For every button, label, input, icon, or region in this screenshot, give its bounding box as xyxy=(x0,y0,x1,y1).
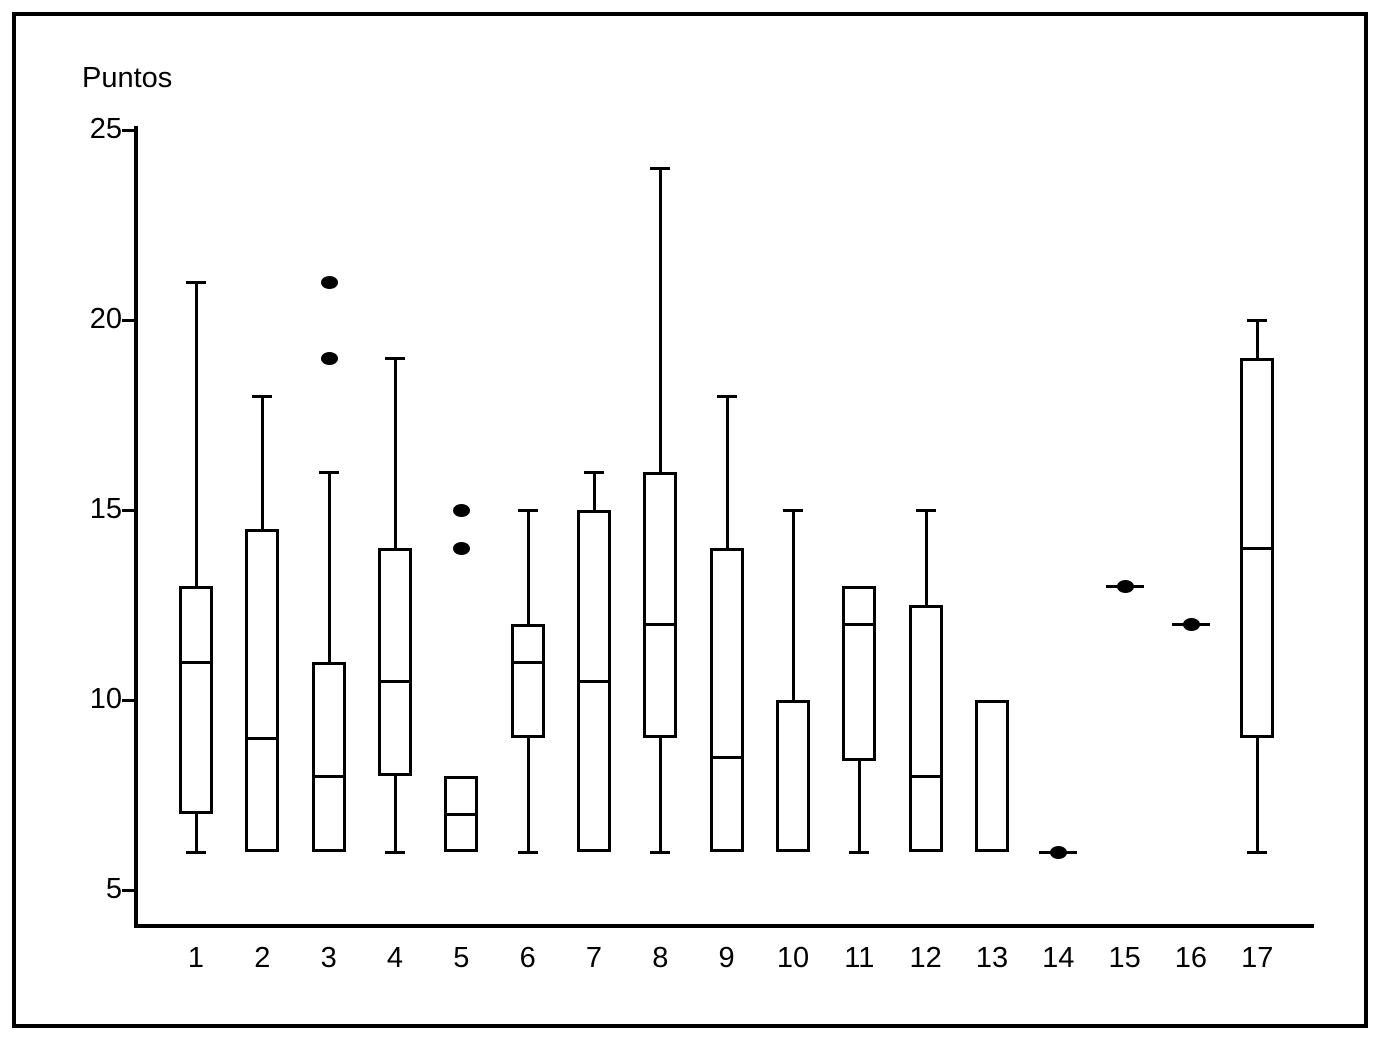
lower-whisker xyxy=(195,814,198,852)
y-axis-tick xyxy=(122,509,134,512)
box-iqr xyxy=(908,605,943,852)
outlier-dot xyxy=(320,276,338,289)
upper-whisker-cap xyxy=(583,471,604,474)
x-tick-label: 12 xyxy=(909,942,942,974)
median-line xyxy=(513,661,542,664)
upper-whisker-cap xyxy=(650,167,671,170)
upper-whisker xyxy=(791,510,795,700)
x-tick-label: 3 xyxy=(320,942,337,974)
upper-whisker-cap xyxy=(318,471,339,474)
lower-whisker xyxy=(393,776,397,852)
median-line xyxy=(579,680,608,683)
outlier-dot xyxy=(320,352,338,365)
figure-frame xyxy=(12,12,1368,1028)
upper-whisker-cap xyxy=(1247,319,1268,322)
median-line xyxy=(911,775,940,778)
upper-whisker xyxy=(261,396,265,529)
median-line xyxy=(447,813,476,816)
outlier-dot xyxy=(1050,846,1068,859)
outlier-dot xyxy=(1116,580,1134,593)
box-iqr xyxy=(245,529,280,852)
x-tick-label: 7 xyxy=(585,942,603,974)
lower-whisker-cap xyxy=(186,851,206,854)
x-tick-label: 17 xyxy=(1241,942,1274,974)
upper-whisker xyxy=(195,282,198,586)
lower-whisker xyxy=(659,738,663,852)
x-tick-label: 15 xyxy=(1108,942,1141,974)
x-tick-label: 2 xyxy=(254,942,271,974)
x-axis-line xyxy=(134,924,1314,928)
box-iqr xyxy=(179,586,213,814)
x-tick-label: 13 xyxy=(975,942,1009,974)
outlier-dot xyxy=(1182,618,1200,631)
upper-whisker xyxy=(1256,320,1260,358)
upper-whisker xyxy=(526,510,530,624)
y-axis-tick xyxy=(122,699,134,702)
upper-whisker-cap xyxy=(186,281,206,284)
box-iqr xyxy=(974,700,1009,852)
median-line xyxy=(314,775,343,778)
upper-whisker xyxy=(327,472,331,662)
x-tick-label: 6 xyxy=(519,942,536,974)
y-tick-label: 5 xyxy=(105,873,122,905)
upper-whisker xyxy=(659,168,663,472)
y-tick-label: 25 xyxy=(89,113,122,145)
x-tick-label: 14 xyxy=(1042,942,1075,974)
median-line xyxy=(248,737,277,740)
y-axis-tick xyxy=(122,319,134,322)
box-iqr xyxy=(842,586,877,761)
box-iqr xyxy=(377,548,412,776)
y-axis-title: Puntos xyxy=(82,62,173,94)
x-tick-label: 11 xyxy=(844,942,875,974)
x-tick-label: 10 xyxy=(776,942,810,974)
lower-whisker-cap xyxy=(1247,851,1268,854)
upper-whisker-cap xyxy=(517,509,538,512)
lower-whisker-cap xyxy=(384,851,405,854)
lower-whisker-cap xyxy=(517,851,538,854)
box-iqr xyxy=(643,472,678,738)
x-tick-label: 8 xyxy=(652,942,669,974)
upper-whisker-cap xyxy=(384,357,405,360)
median-line xyxy=(845,623,874,626)
box-iqr xyxy=(510,624,545,738)
upper-whisker-cap xyxy=(252,395,273,398)
outlier-dot xyxy=(453,504,471,517)
upper-whisker xyxy=(725,396,729,548)
upper-whisker-cap xyxy=(915,509,936,512)
upper-whisker-cap xyxy=(782,509,803,512)
lower-whisker xyxy=(526,738,530,852)
x-tick-label: 1 xyxy=(187,942,205,974)
upper-whisker xyxy=(393,358,397,548)
y-tick-label: 10 xyxy=(89,683,122,715)
median-line xyxy=(1243,547,1272,550)
y-axis-line xyxy=(134,126,138,928)
box-iqr xyxy=(775,700,810,852)
median-line xyxy=(380,680,409,683)
y-tick-label: 15 xyxy=(89,493,122,525)
upper-whisker-cap xyxy=(716,395,737,398)
median-line xyxy=(712,756,741,759)
x-tick-label: 5 xyxy=(453,942,470,974)
box-iqr xyxy=(709,548,744,852)
box-iqr xyxy=(311,662,346,852)
x-tick-label: 4 xyxy=(386,942,404,974)
x-tick-label: 9 xyxy=(718,942,735,974)
lower-whisker xyxy=(858,760,862,852)
lower-whisker-cap xyxy=(849,851,870,854)
y-axis-tick xyxy=(122,889,134,892)
lower-whisker xyxy=(1256,738,1260,852)
outlier-dot xyxy=(453,542,471,555)
upper-whisker xyxy=(924,510,928,605)
y-axis-tick xyxy=(122,129,134,132)
median-line xyxy=(646,623,675,626)
y-tick-label: 20 xyxy=(89,303,122,335)
median-line xyxy=(182,661,210,664)
lower-whisker-cap xyxy=(650,851,671,854)
x-tick-label: 16 xyxy=(1174,942,1208,974)
upper-whisker xyxy=(592,472,596,510)
